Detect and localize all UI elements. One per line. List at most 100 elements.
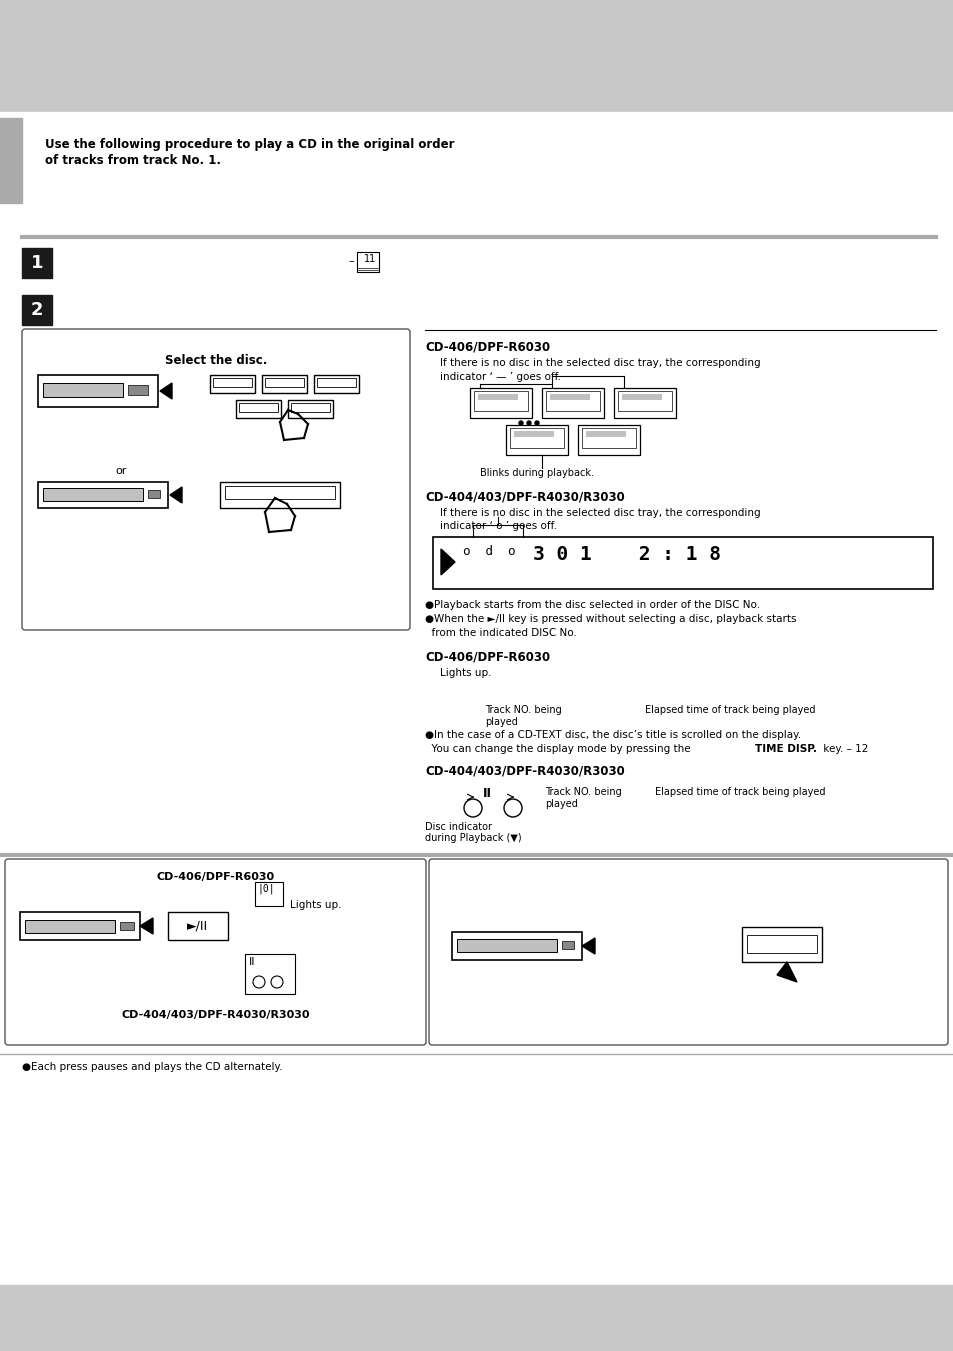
Bar bbox=[477, 394, 517, 400]
Bar bbox=[545, 390, 599, 411]
Text: You can change the display mode by pressing the: You can change the display mode by press… bbox=[424, 744, 693, 754]
Bar bbox=[128, 385, 148, 394]
Bar bbox=[210, 376, 254, 393]
Bar bbox=[38, 482, 168, 508]
Text: |0|: |0| bbox=[257, 884, 275, 894]
Bar bbox=[43, 382, 123, 397]
Circle shape bbox=[535, 422, 538, 426]
Bar bbox=[456, 939, 557, 952]
Bar bbox=[291, 403, 330, 412]
Text: Select the disc.: Select the disc. bbox=[165, 354, 267, 367]
Bar bbox=[746, 935, 816, 952]
Text: Use the following procedure to play a CD in the original order: Use the following procedure to play a CD… bbox=[45, 138, 454, 151]
Bar bbox=[254, 882, 283, 907]
Bar bbox=[213, 378, 252, 386]
Text: CD-404/403/DPF-R4030/R3030: CD-404/403/DPF-R4030/R3030 bbox=[121, 1011, 310, 1020]
Text: 1: 1 bbox=[30, 254, 43, 272]
Polygon shape bbox=[581, 938, 595, 954]
Bar bbox=[245, 954, 294, 994]
Text: Lights up.: Lights up. bbox=[439, 667, 491, 678]
Bar bbox=[618, 390, 671, 411]
Polygon shape bbox=[776, 962, 796, 982]
Polygon shape bbox=[140, 917, 152, 934]
Text: Blinks during playback.: Blinks during playback. bbox=[479, 467, 594, 478]
Bar bbox=[148, 490, 160, 499]
Text: during Playback (▼): during Playback (▼) bbox=[424, 834, 521, 843]
Bar bbox=[22, 249, 52, 278]
Bar bbox=[585, 431, 625, 436]
Text: ●When the ►/II key is pressed without selecting a disc, playback starts: ●When the ►/II key is pressed without se… bbox=[424, 613, 796, 624]
Text: Disc indicator: Disc indicator bbox=[424, 821, 492, 832]
Bar bbox=[120, 921, 133, 929]
Bar bbox=[510, 428, 563, 449]
Text: 11: 11 bbox=[364, 254, 375, 263]
Polygon shape bbox=[160, 382, 172, 399]
Bar bbox=[561, 942, 574, 948]
Text: CD-404/403/DPF-R4030/R3030: CD-404/403/DPF-R4030/R3030 bbox=[424, 490, 624, 503]
Bar bbox=[25, 920, 115, 934]
Text: ►/II: ►/II bbox=[187, 920, 209, 932]
Bar bbox=[614, 388, 676, 417]
Bar bbox=[741, 927, 821, 962]
Text: 3 0 1    2 : 1 8: 3 0 1 2 : 1 8 bbox=[533, 544, 720, 563]
Text: played: played bbox=[484, 717, 517, 727]
Circle shape bbox=[518, 422, 522, 426]
Text: o  d  o: o d o bbox=[462, 544, 515, 558]
Bar bbox=[505, 426, 567, 455]
Bar bbox=[0, 118, 22, 203]
Text: CD-404/403/DPF-R4030/R3030: CD-404/403/DPF-R4030/R3030 bbox=[424, 765, 624, 778]
Text: ●In the case of a CD-TEXT disc, the disc’s title is scrolled on the display.: ●In the case of a CD-TEXT disc, the disc… bbox=[424, 730, 801, 740]
Text: CD-406/DPF-R6030: CD-406/DPF-R6030 bbox=[424, 340, 550, 353]
Bar bbox=[38, 376, 158, 407]
Polygon shape bbox=[440, 549, 455, 576]
FancyBboxPatch shape bbox=[22, 330, 410, 630]
Text: –: – bbox=[348, 255, 354, 266]
Bar bbox=[20, 912, 140, 940]
FancyBboxPatch shape bbox=[5, 859, 426, 1046]
Bar bbox=[541, 388, 603, 417]
Bar bbox=[262, 376, 307, 393]
Polygon shape bbox=[170, 486, 182, 503]
Text: Track NO. being: Track NO. being bbox=[484, 705, 561, 715]
Circle shape bbox=[526, 422, 531, 426]
Bar bbox=[578, 426, 639, 455]
Bar bbox=[235, 400, 281, 417]
Bar bbox=[356, 253, 378, 272]
Text: If there is no disc in the selected disc tray, the corresponding: If there is no disc in the selected disc… bbox=[439, 508, 760, 517]
Text: Lights up.: Lights up. bbox=[290, 900, 341, 911]
Bar bbox=[265, 378, 304, 386]
Text: or: or bbox=[115, 466, 126, 476]
Bar bbox=[474, 390, 527, 411]
Bar bbox=[316, 378, 355, 386]
Text: indicator ‘ — ’ goes off.: indicator ‘ — ’ goes off. bbox=[439, 372, 560, 382]
Text: ●Playback starts from the disc selected in order of the DISC No.: ●Playback starts from the disc selected … bbox=[424, 600, 760, 611]
Bar bbox=[452, 932, 581, 961]
Text: 2: 2 bbox=[30, 301, 43, 319]
Text: of tracks from track No. 1.: of tracks from track No. 1. bbox=[45, 154, 221, 168]
Text: indicator ‘ o ’ goes off.: indicator ‘ o ’ goes off. bbox=[439, 521, 557, 531]
Text: key. – 12: key. – 12 bbox=[820, 744, 867, 754]
Bar bbox=[470, 388, 532, 417]
Bar bbox=[22, 295, 52, 326]
Text: CD-406/DPF-R6030: CD-406/DPF-R6030 bbox=[424, 650, 550, 663]
Bar bbox=[621, 394, 661, 400]
Bar bbox=[0, 1285, 953, 1351]
Bar bbox=[43, 488, 143, 501]
Bar bbox=[220, 482, 339, 508]
Bar bbox=[0, 0, 953, 112]
Bar bbox=[433, 536, 932, 589]
Text: Elapsed time of track being played: Elapsed time of track being played bbox=[655, 788, 824, 797]
Text: TIME DISP.: TIME DISP. bbox=[754, 744, 816, 754]
Text: Track NO. being: Track NO. being bbox=[544, 788, 621, 797]
Bar bbox=[550, 394, 589, 400]
Bar bbox=[288, 400, 333, 417]
Text: CD-406/DPF-R6030: CD-406/DPF-R6030 bbox=[156, 871, 274, 882]
Text: played: played bbox=[544, 798, 578, 809]
Bar bbox=[581, 428, 636, 449]
Bar bbox=[239, 403, 277, 412]
Text: If there is no disc in the selected disc tray, the corresponding: If there is no disc in the selected disc… bbox=[439, 358, 760, 367]
FancyBboxPatch shape bbox=[429, 859, 947, 1046]
Bar bbox=[168, 912, 228, 940]
Text: from the indicated DISC No.: from the indicated DISC No. bbox=[424, 628, 577, 638]
Text: Elapsed time of track being played: Elapsed time of track being played bbox=[644, 705, 815, 715]
